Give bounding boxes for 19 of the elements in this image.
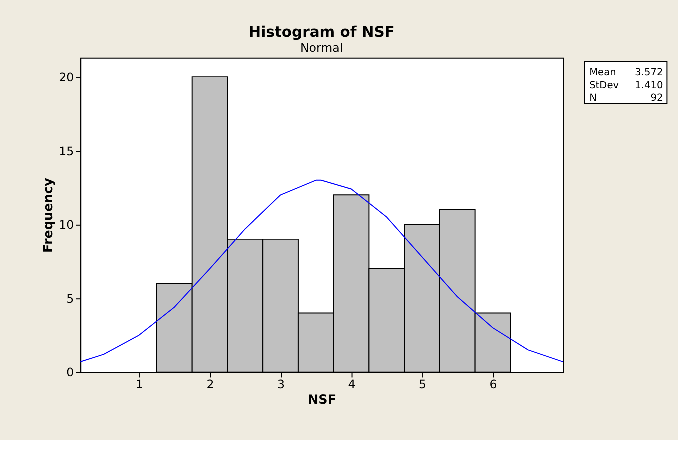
y-tick-label: 0 — [66, 366, 74, 380]
x-tick-label: 1 — [136, 378, 144, 392]
text: StDev 1.410 — [590, 80, 664, 92]
y-tick-label: 5 — [66, 292, 74, 306]
x-tick-label: 3 — [278, 378, 286, 392]
y-tick-label: 20 — [59, 70, 74, 84]
x-tick-label: 4 — [348, 378, 356, 392]
text: Mean 3.572 — [590, 68, 664, 79]
x-tick-label: 5 — [419, 378, 426, 392]
chart-title: Histogram of NSF — [248, 24, 395, 42]
y-tick-label: 15 — [59, 144, 74, 158]
text: N 92 — [590, 93, 664, 104]
y-tick-label: 10 — [59, 218, 74, 232]
line-series — [80, 180, 564, 362]
chart-subtitle: Normal — [300, 40, 344, 55]
x-tick-label: 2 — [206, 378, 214, 392]
x-axis-title: NSF — [308, 393, 337, 408]
y-axis-title: Frequency — [41, 178, 56, 253]
x-tick-label: 6 — [490, 378, 498, 392]
